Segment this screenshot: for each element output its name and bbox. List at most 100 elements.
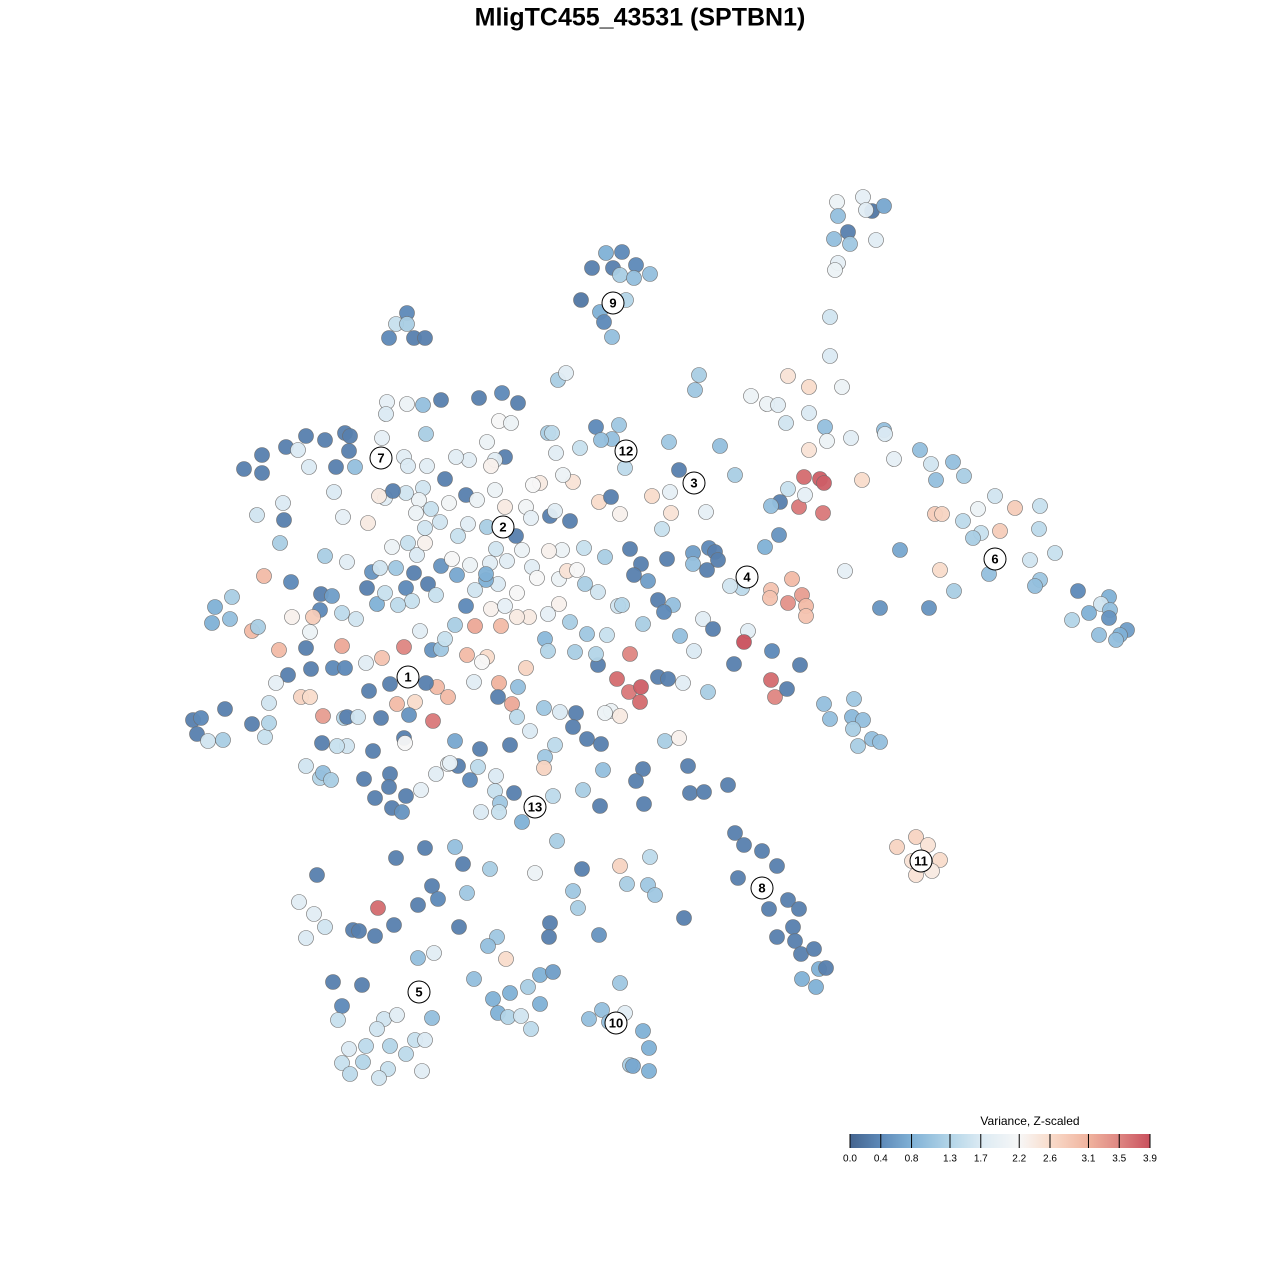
point — [523, 510, 539, 526]
point — [491, 804, 507, 820]
point — [400, 458, 416, 474]
point — [868, 232, 884, 248]
point — [908, 829, 924, 845]
point — [324, 588, 340, 604]
point — [217, 701, 233, 717]
point — [407, 694, 423, 710]
point — [381, 779, 397, 795]
point — [850, 738, 866, 754]
point — [193, 710, 209, 726]
point — [581, 1011, 597, 1027]
point — [369, 1021, 385, 1037]
point — [771, 527, 787, 543]
point — [654, 521, 670, 537]
point — [400, 535, 416, 551]
point — [837, 563, 853, 579]
point — [459, 885, 475, 901]
point — [472, 741, 488, 757]
point — [598, 245, 614, 261]
point — [326, 484, 342, 500]
point — [397, 735, 413, 751]
point — [351, 923, 367, 939]
point — [382, 676, 398, 692]
point — [801, 442, 817, 458]
point — [662, 484, 678, 500]
point — [315, 708, 331, 724]
point — [780, 481, 796, 497]
point — [462, 557, 478, 573]
point — [611, 417, 627, 433]
point — [622, 541, 638, 557]
point — [784, 571, 800, 587]
point — [215, 732, 231, 748]
point — [493, 618, 509, 634]
point — [317, 548, 333, 564]
point — [474, 654, 490, 670]
point — [382, 1038, 398, 1054]
point — [527, 865, 543, 881]
point — [612, 975, 628, 991]
point — [632, 694, 648, 710]
point — [341, 443, 357, 459]
point — [498, 951, 514, 967]
point — [372, 560, 388, 576]
point — [298, 930, 314, 946]
point — [565, 883, 581, 899]
point — [625, 1058, 641, 1074]
point — [696, 784, 712, 800]
point — [373, 710, 389, 726]
colorbar — [850, 1134, 1150, 1148]
point — [409, 547, 425, 563]
point — [1007, 500, 1023, 516]
point — [641, 1040, 657, 1056]
point — [727, 825, 743, 841]
point — [685, 556, 701, 572]
point — [542, 915, 558, 931]
point — [424, 878, 440, 894]
point — [222, 611, 238, 627]
point — [769, 929, 785, 945]
point — [826, 231, 842, 247]
point — [886, 451, 902, 467]
point — [261, 695, 277, 711]
point — [301, 459, 317, 475]
point — [207, 599, 223, 615]
point — [510, 395, 526, 411]
point — [417, 840, 433, 856]
point — [532, 996, 548, 1012]
point — [987, 488, 1003, 504]
colorbar-tick-label: 2.6 — [1043, 1154, 1057, 1165]
point — [473, 804, 489, 820]
point — [337, 660, 353, 676]
point — [447, 617, 463, 633]
point — [635, 1023, 651, 1039]
point — [360, 515, 376, 531]
point — [389, 696, 405, 712]
point — [415, 397, 431, 413]
point — [480, 938, 496, 954]
point — [819, 433, 835, 449]
point — [830, 208, 846, 224]
point — [358, 655, 374, 671]
point — [547, 737, 563, 753]
point — [612, 708, 628, 724]
point — [389, 1007, 405, 1023]
point — [412, 623, 428, 639]
point — [447, 839, 463, 855]
point — [614, 597, 630, 613]
point — [410, 950, 426, 966]
point — [317, 919, 333, 935]
point — [509, 709, 525, 725]
cluster-label: 6 — [991, 551, 998, 566]
point — [932, 852, 948, 868]
chart-title: MligTC455_43531 (SPTBN1) — [475, 4, 806, 32]
point — [1032, 498, 1048, 514]
point — [426, 945, 442, 961]
point — [796, 469, 812, 485]
point — [946, 583, 962, 599]
point — [467, 618, 483, 634]
cluster-label-badge — [909, 849, 933, 873]
point — [442, 755, 458, 771]
point — [256, 568, 272, 584]
point — [547, 503, 563, 519]
